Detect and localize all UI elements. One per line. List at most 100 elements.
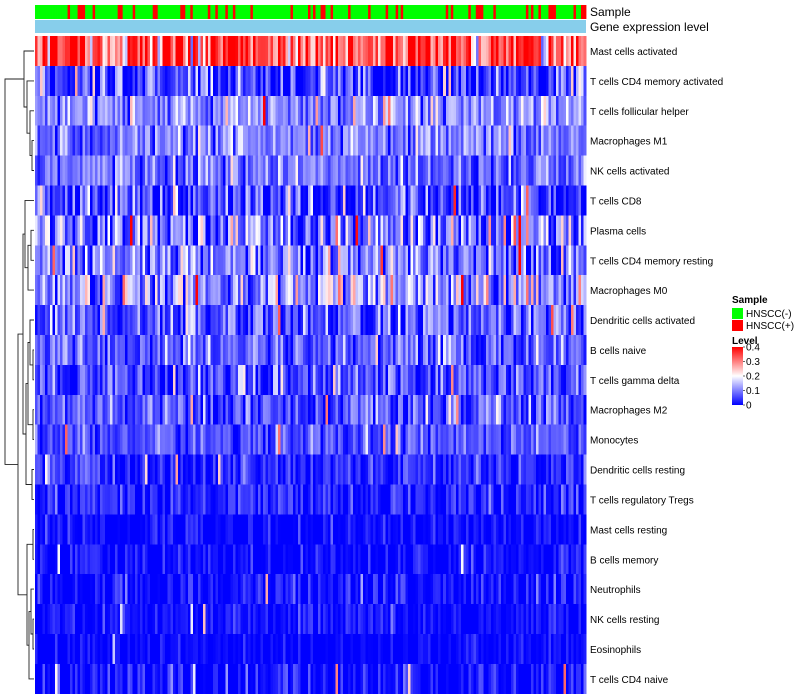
heatmap-cell [242, 514, 246, 545]
heatmap-cell [287, 604, 291, 634]
heatmap-cell [105, 36, 109, 66]
heatmap-cell [443, 424, 447, 455]
heatmap-cell [498, 574, 502, 605]
heatmap-cell [360, 514, 364, 545]
sample-annotation-cell [408, 5, 412, 19]
heatmap-cell [300, 634, 304, 664]
heatmap-cell [255, 215, 259, 246]
heatmap-cell [385, 514, 389, 545]
heatmap-cell [100, 514, 104, 545]
heatmap-cell [380, 275, 384, 306]
heatmap-cell [230, 424, 234, 455]
sample-annotation-cell [370, 5, 374, 19]
heatmap-cell [47, 305, 51, 335]
heatmap-cell [200, 155, 204, 186]
heatmap-cell [375, 36, 379, 66]
heatmap-cell [90, 95, 93, 126]
heatmap-cell [132, 634, 136, 664]
heatmap-cell [107, 215, 111, 246]
heatmap-cell [147, 125, 151, 156]
heatmap-cell [545, 364, 549, 395]
heatmap-cell [470, 215, 474, 246]
heatmap-cell [272, 245, 276, 276]
heatmap-cell [252, 454, 256, 485]
heatmap-cell [485, 95, 489, 126]
heatmap-cell [373, 574, 377, 605]
heatmap-cell [393, 364, 397, 395]
heatmap-cell [358, 245, 361, 276]
heatmap-cell [543, 125, 547, 156]
heatmap-cell [340, 335, 344, 365]
heatmap-cell [65, 394, 68, 425]
heatmap-cell [140, 36, 144, 66]
heatmap-cell [180, 364, 184, 395]
heatmap-cell [87, 155, 91, 186]
heatmap-cell [395, 364, 399, 395]
heatmap-cell [247, 215, 251, 246]
heatmap-cell [170, 663, 174, 694]
heatmap-cell [200, 335, 204, 365]
heatmap-cell [490, 155, 494, 186]
heatmap-cell [450, 424, 454, 455]
heatmap-cell [180, 305, 184, 335]
heatmap-cell [165, 604, 169, 634]
heatmap-cell [390, 634, 394, 664]
heatmap-cell [300, 95, 304, 126]
heatmap-cell [185, 275, 189, 306]
heatmap-cell [90, 454, 93, 485]
heatmap-cell [313, 36, 316, 66]
heatmap-cell [400, 185, 404, 216]
heatmap-cell [150, 125, 154, 156]
heatmap-cell [338, 95, 341, 126]
heatmap-cell [92, 514, 96, 545]
heatmap-cell [368, 544, 371, 575]
heatmap-cell [553, 65, 557, 96]
heatmap-cell [115, 454, 119, 485]
heatmap-cell [540, 544, 544, 575]
heatmap-cell [553, 95, 557, 126]
heatmap-cell [222, 275, 226, 306]
heatmap-cell [530, 275, 534, 306]
heatmap-cell [525, 36, 529, 66]
heatmap-cell [410, 155, 414, 186]
heatmap-cell [383, 514, 387, 545]
heatmap-cell [378, 36, 382, 66]
heatmap-cell [265, 663, 269, 694]
heatmap-cell [405, 185, 409, 216]
heatmap-cell [215, 36, 219, 66]
heatmap-cell [470, 484, 474, 515]
heatmap-cell [520, 424, 524, 455]
heatmap-cell [152, 574, 156, 605]
heatmap-cell [282, 185, 286, 216]
heatmap-cell [240, 215, 244, 246]
heatmap-cell [403, 634, 407, 664]
heatmap-cell [270, 484, 274, 515]
heatmap-cell [563, 424, 567, 455]
heatmap-cell [445, 36, 449, 66]
heatmap-cell [565, 364, 569, 395]
heatmap-cell [260, 634, 264, 664]
heatmap-cell [440, 335, 444, 365]
heatmap-cell [85, 574, 88, 605]
heatmap-cell [393, 65, 397, 96]
heatmap-cell [207, 364, 211, 395]
heatmap-cell [100, 275, 104, 306]
heatmap-cell [508, 245, 512, 276]
heatmap-cell [438, 424, 442, 455]
heatmap-cell [242, 305, 246, 335]
heatmap-cell [170, 36, 174, 66]
heatmap-cell [460, 275, 464, 306]
heatmap-cell [358, 394, 361, 425]
heatmap-cell [500, 65, 504, 96]
heatmap-cell [470, 335, 474, 365]
heatmap-cell [242, 155, 246, 186]
heatmap-cell [60, 484, 63, 515]
heatmap-cell [575, 454, 579, 485]
sample-annotation-cell [212, 5, 216, 19]
heatmap-cell [242, 215, 246, 246]
heatmap-cell [212, 275, 216, 306]
heatmap-cell [302, 125, 306, 156]
heatmap-cell [180, 36, 184, 66]
heatmap-cell [333, 574, 336, 605]
heatmap-cell [403, 604, 407, 634]
